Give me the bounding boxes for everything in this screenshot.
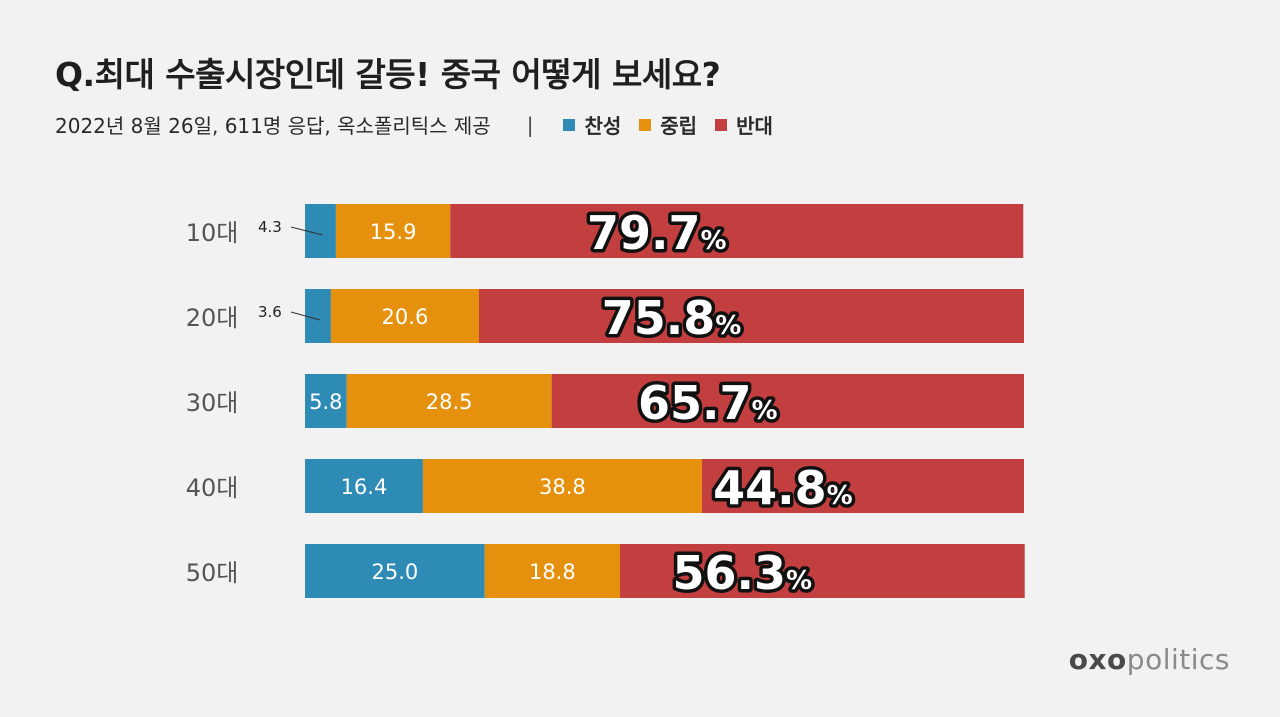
bar-segment-neutral — [422, 459, 702, 513]
data-label-against: 79.7% — [587, 206, 727, 260]
bar-segment-neutral — [346, 374, 552, 428]
data-label-against: 65.7% — [638, 376, 778, 430]
category-label: 10대 — [186, 219, 239, 247]
brand-logo: oxopolitics — [1069, 643, 1230, 676]
bar-row: 10대 4.3 15.9 79.7% — [186, 203, 1024, 264]
data-label-neutral: 15.9 — [370, 220, 417, 244]
bar-segment-favor — [305, 374, 347, 428]
data-label-favor: 5.8 — [309, 390, 342, 414]
bar-segment-against — [450, 204, 1024, 258]
bar-row: 40대 16.4 38.8 44.8% — [186, 458, 1024, 519]
bar-segment-neutral — [484, 544, 620, 598]
legend-swatch-favor — [563, 118, 576, 131]
bar-segment-favor — [305, 544, 485, 598]
survey-info: 2022년 8월 26일, 611명 응답, 옥소폴리틱스 제공 — [55, 114, 491, 138]
legend-item-neutral: 중립 — [639, 110, 697, 139]
category-label: 50대 — [186, 559, 239, 587]
data-label-against: 44.8% — [713, 461, 853, 515]
subtitle-row: 2022년 8월 26일, 611명 응답, 옥소폴리틱스 제공 | 찬성 중립… — [55, 110, 791, 139]
data-label-against: 75.8% — [602, 291, 742, 345]
brand-part-politics: politics — [1126, 643, 1230, 676]
chart-title: Q.최대 수출시장인데 갈등! 중국 어떻게 보세요? — [55, 55, 721, 94]
bar-segment-favor — [305, 289, 331, 343]
bar-row: 30대 5.8 28.5 65.7% — [186, 373, 1024, 434]
separator: | — [526, 112, 534, 137]
data-label-favor: 16.4 — [341, 475, 388, 499]
category-label: 40대 — [186, 474, 239, 502]
data-label-favor: 3.6 — [258, 303, 282, 321]
bar-row: 50대 25.0 18.8 56.3% — [186, 543, 1025, 604]
bar-segment-favor — [305, 459, 423, 513]
category-label: 20대 — [186, 304, 239, 332]
data-label-neutral: 38.8 — [539, 475, 586, 499]
category-label: 30대 — [186, 389, 239, 417]
legend-item-favor: 찬성 — [563, 110, 621, 139]
legend-item-against: 반대 — [715, 110, 773, 139]
bar-segment-neutral — [330, 289, 479, 343]
legend-label-neutral: 중립 — [660, 114, 698, 138]
data-label-neutral: 28.5 — [426, 390, 473, 414]
bar-segment-against — [478, 289, 1024, 343]
brand-part-oxo: oxo — [1068, 643, 1127, 676]
data-label-favor: 4.3 — [258, 218, 282, 236]
legend-swatch-neutral — [639, 118, 652, 131]
legend-label-against: 반대 — [736, 114, 773, 138]
legend-label-favor: 찬성 — [584, 114, 622, 138]
bar-segment-against — [619, 544, 1025, 598]
bar-segment-against — [551, 374, 1024, 428]
legend-swatch-against — [715, 118, 728, 131]
leader-line — [290, 311, 321, 321]
bar-segment-favor — [305, 204, 336, 258]
data-label-against: 56.3% — [673, 546, 813, 600]
leader-line — [290, 226, 323, 236]
data-label-neutral: 20.6 — [382, 305, 429, 329]
bar-row: 20대 3.6 20.6 75.8% — [186, 288, 1024, 349]
data-label-neutral: 18.8 — [529, 560, 576, 584]
bar-segment-neutral — [335, 204, 451, 258]
data-label-favor: 25.0 — [371, 560, 418, 584]
bar-segment-against — [701, 459, 1024, 513]
